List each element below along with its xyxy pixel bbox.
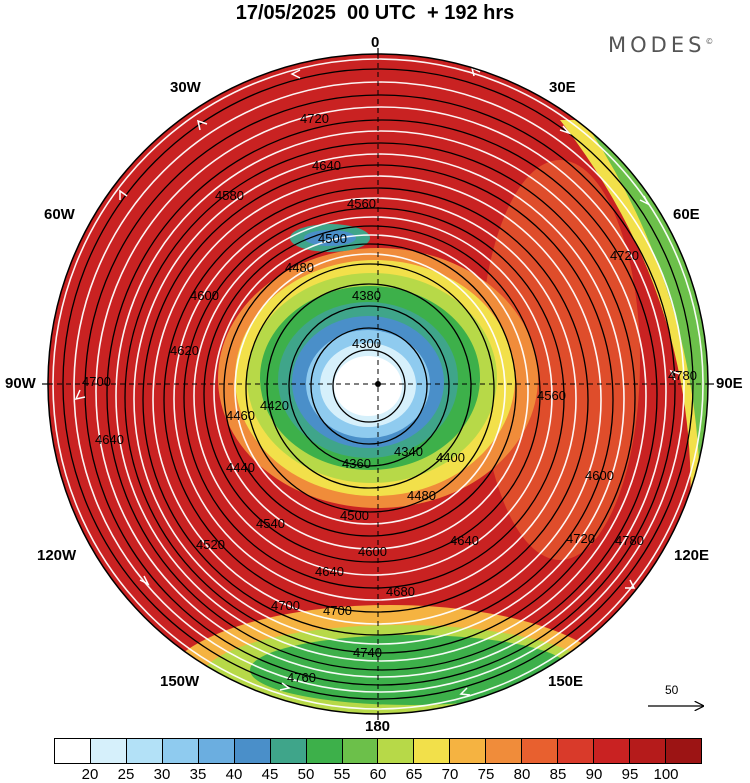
contour-label: 4760: [287, 670, 316, 685]
lon-label-0: 0: [371, 34, 380, 51]
colorbar-swatch: [665, 739, 701, 763]
contour-label: 4420: [260, 398, 289, 413]
lon-label-90e: 90E: [716, 375, 743, 392]
colorbar: [54, 738, 702, 764]
colorbar-tick-label: 45: [261, 766, 279, 783]
contour-label: 4560: [537, 388, 566, 403]
reference-vector-label: 50: [665, 683, 679, 697]
colorbar-swatch: [450, 739, 487, 763]
colorbar-swatch: [162, 739, 199, 763]
colorbar-swatch: [90, 739, 127, 763]
colorbar-tick-label: 90: [585, 766, 603, 783]
map-title: 17/05/2025 00 UTC + 192 hrs: [235, 2, 515, 24]
lon-label-30w: 30W: [170, 79, 201, 96]
lon-label-30e: 30E: [549, 79, 576, 96]
contour-label: 4700: [323, 603, 352, 618]
modes-logo: MODES©: [608, 33, 714, 57]
contour-label: 4380: [352, 288, 381, 303]
colorbar-swatch: [270, 739, 307, 763]
lon-label-150e: 150E: [548, 673, 584, 690]
colorbar-swatch: [630, 739, 666, 763]
colorbar-swatch: [414, 739, 451, 763]
contour-label: 4600: [190, 288, 219, 303]
contour-label: 4640: [450, 533, 479, 548]
lon-label-60w: 60W: [44, 206, 75, 223]
contour-label: 4540: [256, 516, 285, 531]
colorbar-swatch: [522, 739, 559, 763]
contour-label: 4400: [436, 450, 465, 465]
contour-label: 4640: [315, 564, 344, 579]
colorbar-tick-label: 40: [225, 766, 243, 783]
colorbar-tick-label: 55: [333, 766, 351, 783]
colorbar-tick-label: 65: [405, 766, 423, 783]
lon-label-120w: 120W: [37, 547, 77, 564]
colorbar-tick-label: 35: [189, 766, 207, 783]
contour-label: 4780: [615, 533, 644, 548]
colorbar-swatch: [234, 739, 271, 763]
colorbar-tick-label: 95: [621, 766, 639, 783]
colorbar-tick-label: 30: [153, 766, 171, 783]
contour-label: 4720: [610, 248, 639, 263]
contour-label: 4700: [271, 598, 300, 613]
colorbar-tick-label: 60: [369, 766, 387, 783]
contour-label: 4500: [340, 508, 369, 523]
contour-label: 4620: [170, 343, 199, 358]
contour-label: 4440: [226, 460, 255, 475]
contour-label: 4700: [82, 374, 111, 389]
contour-label: 4580: [215, 188, 244, 203]
colorbar-swatch: [126, 739, 163, 763]
colorbar-tick-label: 50: [297, 766, 315, 783]
colorbar-tick-label: 70: [441, 766, 459, 783]
lon-label-180: 180: [365, 718, 391, 735]
contour-label: 4740: [353, 645, 382, 660]
contour-label: 4720: [300, 111, 329, 126]
contour-label: 4360: [342, 456, 371, 471]
colorbar-swatch: [486, 739, 523, 763]
lon-label-60e: 60E: [673, 206, 700, 223]
lon-label-120e: 120E: [674, 547, 710, 564]
wind-speed-shading: [48, 54, 708, 714]
contour-label: 4600: [358, 544, 387, 559]
colorbar-tick-label: 75: [477, 766, 495, 783]
colorbar-swatch: [198, 739, 235, 763]
contour-label: 4780: [668, 368, 697, 383]
colorbar-swatch: [55, 739, 91, 763]
contour-label: 4640: [95, 432, 124, 447]
contour-label: 4680: [386, 584, 415, 599]
colorbar-tick-label: 80: [513, 766, 531, 783]
colorbar-swatch: [378, 739, 415, 763]
contour-label: 4520: [196, 537, 225, 552]
contour-label: 4340: [394, 444, 423, 459]
contour-label: 4460: [226, 408, 255, 423]
contour-label: 4500: [318, 231, 347, 246]
contour-label: 4300: [352, 336, 381, 351]
colorbar-swatch: [342, 739, 379, 763]
colorbar-tick-label: 20: [81, 766, 99, 783]
colorbar-tick-label: 85: [549, 766, 567, 783]
contour-label: 4600: [585, 468, 614, 483]
lon-label-150w: 150W: [160, 673, 200, 690]
contour-label: 4480: [285, 260, 314, 275]
contour-labels: 4720 4640 4560 4500 4480 4380 4300 4360 …: [82, 111, 697, 685]
contour-label: 4560: [347, 196, 376, 211]
lon-label-90w: 90W: [5, 375, 36, 392]
contour-label: 4480: [407, 488, 436, 503]
contour-label: 4640: [312, 158, 341, 173]
colorbar-swatch: [306, 739, 343, 763]
contour-label: 4720: [566, 531, 595, 546]
colorbar-tick-label: 25: [117, 766, 135, 783]
colorbar-tick-label: 100: [653, 766, 679, 783]
colorbar-swatch: [594, 739, 630, 763]
colorbar-swatch: [558, 739, 595, 763]
